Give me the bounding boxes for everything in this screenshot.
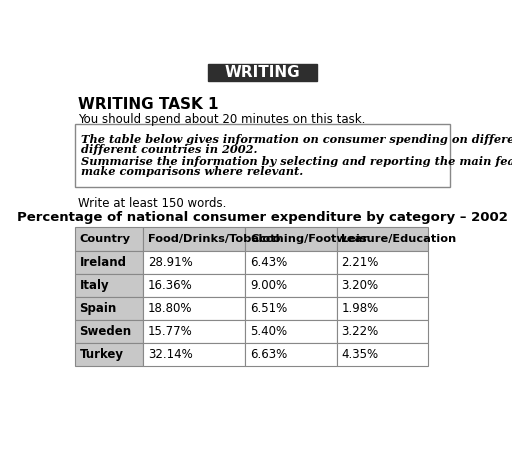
FancyBboxPatch shape xyxy=(75,227,143,251)
Text: Leisure/Education: Leisure/Education xyxy=(342,234,457,244)
FancyBboxPatch shape xyxy=(75,297,143,320)
Text: 16.36%: 16.36% xyxy=(147,279,193,292)
FancyBboxPatch shape xyxy=(143,274,245,297)
Text: Sweden: Sweden xyxy=(79,325,132,338)
FancyBboxPatch shape xyxy=(245,343,337,366)
FancyBboxPatch shape xyxy=(337,274,428,297)
Text: 4.35%: 4.35% xyxy=(342,348,378,361)
FancyBboxPatch shape xyxy=(337,343,428,366)
Text: 32.14%: 32.14% xyxy=(147,348,193,361)
FancyBboxPatch shape xyxy=(245,274,337,297)
Text: Ireland: Ireland xyxy=(79,256,126,268)
Text: Spain: Spain xyxy=(79,302,117,315)
FancyBboxPatch shape xyxy=(337,227,428,251)
Text: You should spend about 20 minutes on this task.: You should spend about 20 minutes on thi… xyxy=(78,113,366,126)
Text: WRITING: WRITING xyxy=(225,65,300,80)
Text: 2.21%: 2.21% xyxy=(342,256,379,268)
Text: The table below gives information on consumer spending on different items in fiv: The table below gives information on con… xyxy=(81,133,512,145)
Text: Country: Country xyxy=(79,234,131,244)
Text: Italy: Italy xyxy=(79,279,109,292)
Text: Write at least 150 words.: Write at least 150 words. xyxy=(78,197,226,210)
Text: 5.40%: 5.40% xyxy=(250,325,287,338)
FancyBboxPatch shape xyxy=(75,124,450,187)
Text: Percentage of national consumer expenditure by category – 2002: Percentage of national consumer expendit… xyxy=(17,211,508,224)
FancyBboxPatch shape xyxy=(75,274,143,297)
Text: WRITING TASK 1: WRITING TASK 1 xyxy=(78,97,219,112)
FancyBboxPatch shape xyxy=(143,227,245,251)
Text: Clothing/Footwear: Clothing/Footwear xyxy=(250,234,368,244)
Text: different countries in 2002.: different countries in 2002. xyxy=(81,144,258,154)
FancyBboxPatch shape xyxy=(337,320,428,343)
FancyBboxPatch shape xyxy=(143,297,245,320)
Text: Turkey: Turkey xyxy=(79,348,123,361)
FancyBboxPatch shape xyxy=(337,297,428,320)
Text: 3.20%: 3.20% xyxy=(342,279,378,292)
FancyBboxPatch shape xyxy=(245,297,337,320)
FancyBboxPatch shape xyxy=(75,251,143,274)
Text: make comparisons where relevant.: make comparisons where relevant. xyxy=(81,166,303,177)
Text: 18.80%: 18.80% xyxy=(147,302,192,315)
FancyBboxPatch shape xyxy=(245,251,337,274)
Text: 6.63%: 6.63% xyxy=(250,348,287,361)
FancyBboxPatch shape xyxy=(143,343,245,366)
Text: 3.22%: 3.22% xyxy=(342,325,379,338)
FancyBboxPatch shape xyxy=(75,320,143,343)
Text: 9.00%: 9.00% xyxy=(250,279,287,292)
FancyBboxPatch shape xyxy=(245,320,337,343)
Text: 6.43%: 6.43% xyxy=(250,256,287,268)
FancyBboxPatch shape xyxy=(337,251,428,274)
FancyBboxPatch shape xyxy=(245,227,337,251)
FancyBboxPatch shape xyxy=(143,251,245,274)
FancyBboxPatch shape xyxy=(143,320,245,343)
Text: 15.77%: 15.77% xyxy=(147,325,193,338)
Text: Summarise the information by selecting and reporting the main features, and: Summarise the information by selecting a… xyxy=(81,156,512,167)
Text: 28.91%: 28.91% xyxy=(147,256,193,268)
Text: Food/Drinks/Tobacco: Food/Drinks/Tobacco xyxy=(147,234,280,244)
Text: 1.98%: 1.98% xyxy=(342,302,379,315)
Text: 6.51%: 6.51% xyxy=(250,302,287,315)
FancyBboxPatch shape xyxy=(75,343,143,366)
FancyBboxPatch shape xyxy=(208,64,316,81)
